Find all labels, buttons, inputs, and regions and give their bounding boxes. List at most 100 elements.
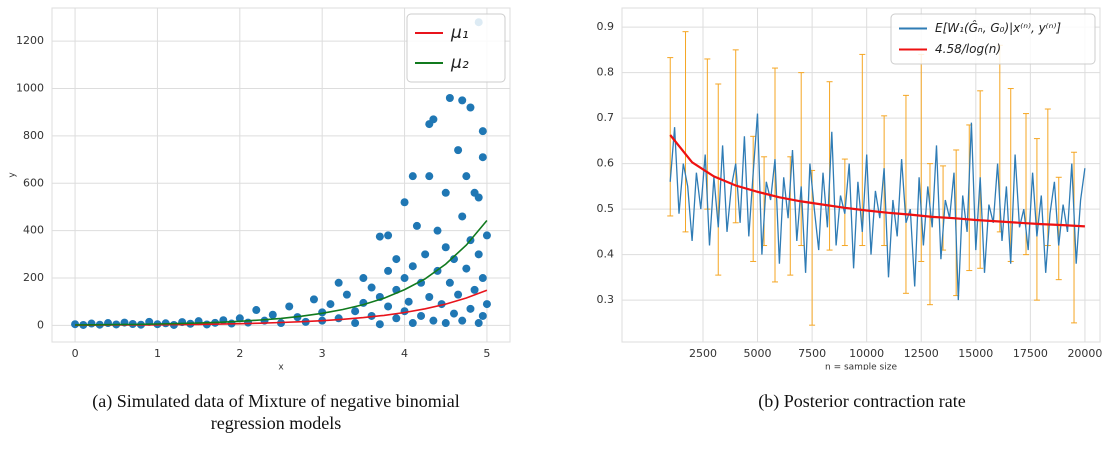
scatter-point: [285, 302, 294, 311]
scatter-point: [470, 285, 479, 294]
scatter-point: [309, 295, 318, 304]
scatter-point: [244, 318, 253, 327]
x-tick-label: 7500: [798, 347, 826, 360]
x-tick-label: 2: [236, 347, 243, 360]
scatter-point: [449, 255, 458, 264]
scatter-point: [482, 231, 491, 240]
scatter-point: [235, 314, 244, 323]
plot-layer: [667, 31, 1086, 326]
y-tick-label: 0.9: [597, 20, 615, 33]
scatter-point: [466, 103, 475, 112]
y-tick-label: 0.7: [597, 111, 615, 124]
x-tick-label: 4: [401, 347, 408, 360]
scatter-point: [375, 232, 384, 241]
y-tick-label: 200: [23, 271, 44, 284]
scatter-point: [408, 319, 417, 328]
x-tick-label: 17500: [1013, 347, 1048, 360]
scatter-point: [87, 319, 96, 328]
scatter-point: [412, 221, 421, 230]
scatter-point: [441, 243, 450, 252]
x-axis-label: x: [278, 363, 284, 371]
scatter-point: [342, 290, 351, 299]
scatter-point: [458, 316, 467, 325]
scatter-point: [367, 283, 376, 292]
scatter-point: [404, 297, 413, 306]
x-tick-label: 12500: [904, 347, 939, 360]
scatter-point: [478, 127, 487, 136]
y-tick-label: 0.8: [597, 66, 615, 79]
scatter-point: [425, 172, 434, 181]
x-tick-label: 10000: [849, 347, 884, 360]
scatter-point: [478, 274, 487, 283]
scatter-point: [454, 146, 463, 155]
legend-label: 4.58/log(n): [935, 42, 1001, 56]
scatter-point: [400, 274, 409, 283]
scatter-point: [400, 198, 409, 207]
x-tick-label: 5000: [744, 347, 772, 360]
scatter-point: [458, 212, 467, 221]
x-tick-label: 15000: [958, 347, 993, 360]
y-axis-label: y: [8, 172, 18, 178]
x-tick-label: 20000: [1067, 347, 1102, 360]
scatter-point: [268, 310, 277, 319]
y-tick-label: 800: [23, 129, 44, 142]
charts: 0 1 2 3 4 5 0 200 400 600 800 1000 1200 x y μ₁ μ₂ 2500 500…: [8, 7, 1102, 373]
scatter-point: [441, 188, 450, 197]
scatter-point: [351, 319, 360, 328]
y-tick-label: 1000: [16, 82, 44, 95]
x-tick-label: 3: [319, 347, 326, 360]
legend-label: μ₁: [450, 23, 469, 43]
scatter-point: [408, 172, 417, 181]
x-tick-label: 2500: [689, 347, 717, 360]
plot-layer: [71, 18, 491, 329]
scatter-point: [466, 304, 475, 313]
scatter-point: [478, 311, 487, 320]
scatter-point: [384, 231, 393, 240]
scatter-point: [326, 300, 335, 309]
x-tick-label: 1: [154, 347, 161, 360]
scatter-point: [375, 320, 384, 329]
legend-box: [890, 13, 1096, 65]
legend-label: E[W₁(Ĝₙ, G₀)|x⁽ⁿ⁾, y⁽ⁿ⁾]: [935, 20, 1061, 35]
scatter-point: [474, 319, 483, 328]
scatter-point: [462, 264, 471, 273]
x-tick-label: 0: [72, 347, 79, 360]
scatter-point: [478, 153, 487, 162]
scatter-point: [458, 96, 467, 105]
scatter-point: [334, 314, 343, 323]
y-tick-label: 0: [37, 318, 44, 331]
scatter-point: [462, 172, 471, 181]
scatter-point: [408, 262, 417, 271]
y-tick-label: 600: [23, 176, 44, 189]
caption: (a) Simulated data of Mixture of negativ…: [92, 391, 460, 433]
scatter-point: [425, 292, 434, 301]
series-line: [75, 219, 488, 326]
legend-label: μ₂: [450, 53, 469, 73]
caption: (b) Posterior contraction rate: [758, 391, 966, 411]
scatter-point: [384, 266, 393, 275]
y-tick-label: 0.3: [597, 293, 615, 306]
x-tick-label: 5: [483, 347, 490, 360]
scatter-point: [445, 94, 454, 103]
y-tick-label: 1200: [16, 34, 44, 47]
scatter-point: [351, 307, 360, 316]
y-tick-label: 0.4: [597, 248, 615, 261]
scatter-point: [429, 316, 438, 325]
scatter-point: [454, 290, 463, 299]
y-tick-label: 400: [23, 224, 44, 237]
scatter-point: [334, 278, 343, 287]
series-line: [669, 134, 1085, 228]
scatter-point: [252, 306, 261, 315]
y-tick-label: 0.6: [597, 157, 615, 170]
scatter-point: [429, 115, 438, 124]
scatter-point: [392, 255, 401, 264]
scatter-point: [449, 309, 458, 318]
scatter-point: [71, 320, 80, 329]
scatter-point: [421, 250, 430, 259]
scatter-point: [384, 302, 393, 311]
y-tick-label: 0.5: [597, 202, 615, 215]
scatter-point: [441, 319, 450, 328]
scatter-point: [433, 226, 442, 235]
x-axis-label: n = sample size: [825, 363, 897, 371]
